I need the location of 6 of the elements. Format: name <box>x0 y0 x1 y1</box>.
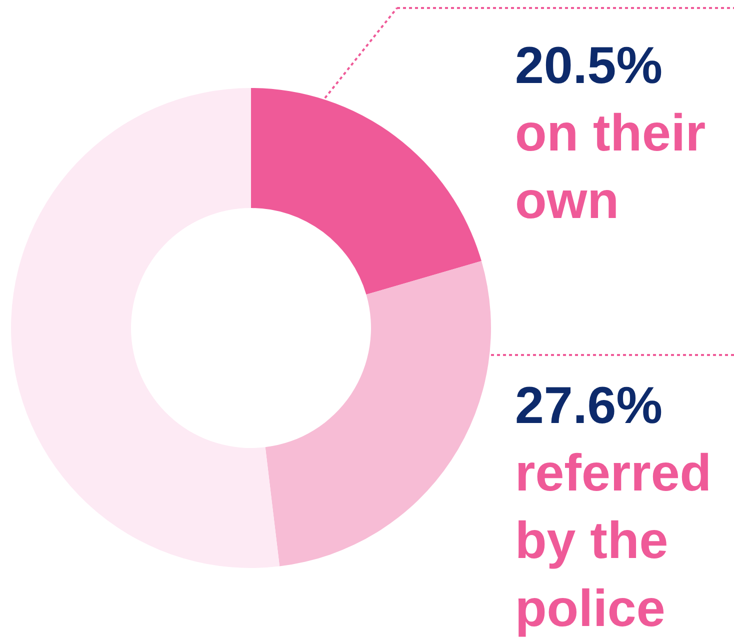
donut-slice <box>265 261 491 566</box>
donut-slice <box>11 88 280 568</box>
slice-label: on their own <box>515 104 706 230</box>
slice-label: referred by the police <box>515 444 712 638</box>
data-label: 20.5% <box>515 37 662 95</box>
data-label: 27.6% <box>515 377 662 435</box>
